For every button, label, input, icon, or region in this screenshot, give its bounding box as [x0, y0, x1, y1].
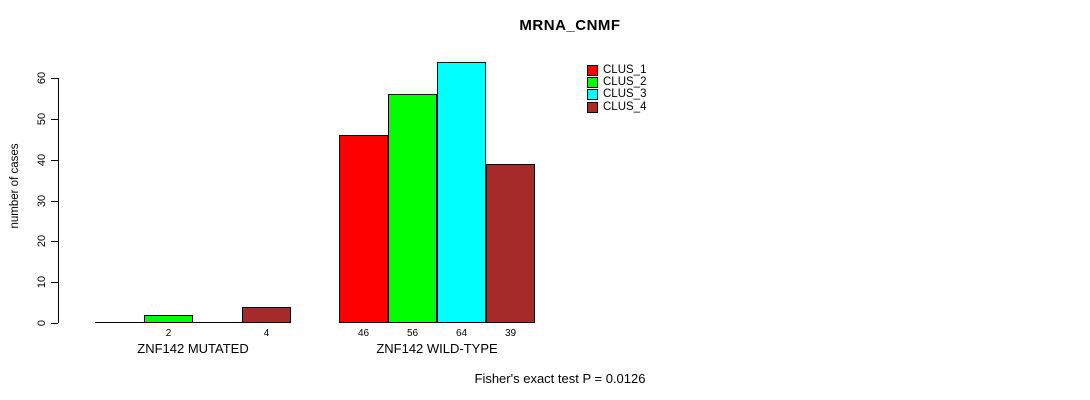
legend-label: CLUS_4 — [603, 100, 647, 113]
y-tick-label: 30 — [36, 194, 48, 208]
bar-value-label: 46 — [357, 328, 370, 339]
legend-label: CLUS_2 — [603, 76, 647, 89]
y-tick — [51, 323, 58, 324]
bar-value-label: 39 — [504, 328, 517, 339]
bar-clus_1 — [339, 135, 388, 323]
y-tick — [51, 160, 58, 161]
y-tick-label: 60 — [36, 71, 48, 85]
y-tick-label: 50 — [36, 112, 48, 126]
legend-swatch — [587, 64, 598, 76]
bar-value-label: 2 — [165, 328, 172, 339]
y-tick — [51, 78, 58, 79]
legend-item-clus_4: CLUS_4 — [587, 101, 646, 113]
zero-bar-clus_1 — [95, 322, 145, 323]
bar-clus_3 — [437, 62, 486, 323]
bar-clus_4 — [486, 164, 535, 323]
y-axis-title: number of cases — [9, 143, 21, 229]
chart-title: MRNA_CNMF — [519, 17, 621, 34]
zero-bar-clus_3 — [193, 322, 243, 323]
legend: CLUS_1 CLUS_2 CLUS_3 CLUS_4 — [587, 64, 646, 114]
y-tick — [51, 241, 58, 242]
y-axis-line — [58, 78, 59, 323]
group-label: ZNF142 WILD-TYPE — [376, 341, 498, 356]
bar-clus_4 — [242, 307, 291, 323]
fisher-test-annotation: Fisher's exact test P = 0.0126 — [474, 371, 646, 386]
y-tick — [51, 119, 58, 120]
legend-swatch — [587, 89, 598, 101]
legend-swatch — [587, 101, 598, 113]
legend-item-clus_3: CLUS_3 — [587, 89, 646, 101]
y-tick-label: 40 — [36, 153, 48, 167]
y-tick-label: 20 — [36, 234, 48, 248]
bar-value-label: 4 — [263, 328, 270, 339]
y-tick — [51, 282, 58, 283]
group-label: ZNF142 MUTATED — [137, 341, 249, 356]
y-tick-label: 10 — [36, 275, 48, 289]
legend-label: CLUS_3 — [603, 88, 647, 101]
legend-item-clus_2: CLUS_2 — [587, 76, 647, 89]
y-tick — [51, 201, 58, 202]
legend-swatch — [587, 77, 598, 89]
legend-item-clus_1: CLUS_1 — [587, 64, 646, 76]
bar-clus_2 — [388, 94, 437, 323]
bar-clus_2 — [144, 315, 193, 323]
bar-value-label: 64 — [455, 328, 468, 339]
bar-value-label: 56 — [406, 328, 419, 339]
legend-label: CLUS_1 — [603, 63, 647, 76]
y-tick-label: 0 — [36, 319, 48, 327]
